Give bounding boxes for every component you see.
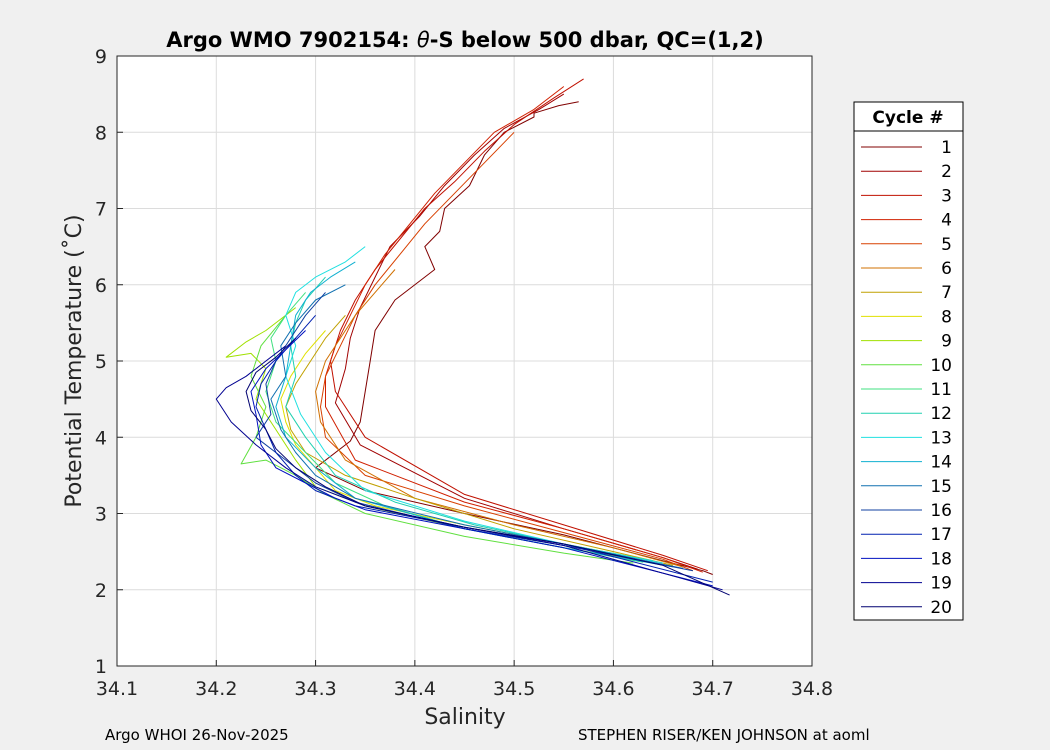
y-tick-label: 6 [95,275,107,297]
legend-label-cycle-8: 8 [941,307,952,327]
legend-label-cycle-5: 5 [941,235,952,255]
y-axis-label: Potential Temperature (˚C) [62,214,87,507]
legend-label-cycle-13: 13 [930,428,952,448]
axis-ticks: 34.1 34.2 34.3 34.4 34.5 34.6 34.7 34.8 1 2 3 4 5 6 7 8… [95,46,833,700]
x-tick-label: 34.7 [692,678,734,700]
series-line-cycle-1 [315,101,713,575]
legend-label-cycle-18: 18 [930,549,952,569]
series-line-cycle-12 [285,276,654,562]
series-line-cycle-7 [285,314,674,566]
series-lines [215,78,730,596]
legend-title: Cycle # [872,108,943,128]
x-tick-label: 34.1 [96,678,138,700]
chart-title: Argo WMO 7902154: θ-S below 500 dbar, QC… [166,28,763,52]
footer-right: STEPHEN RISER/KEN JOHNSON at aoml [578,726,870,744]
series-line-cycle-10 [240,314,634,564]
x-tick-label: 34.3 [294,678,336,700]
footer-left: Argo WHOI 26-Nov-2025 [105,726,289,744]
series-line-cycle-15 [270,284,684,569]
y-tick-label: 4 [95,427,107,449]
y-tick-label: 8 [95,122,107,144]
series-line-cycle-18 [250,330,713,587]
legend-label-cycle-16: 16 [930,501,952,521]
series-line-cycle-4 [325,86,703,573]
legend-label-cycle-3: 3 [941,186,952,206]
legend-label-cycle-9: 9 [941,332,952,352]
series-line-cycle-3 [330,78,708,572]
y-tick-label: 5 [95,351,107,373]
x-tick-label: 34.6 [592,678,634,700]
legend-label-cycle-1: 1 [941,138,952,158]
y-tick-label: 9 [95,46,107,68]
legend-label-cycle-7: 7 [941,283,952,303]
legend-label-cycle-14: 14 [930,453,952,473]
legend-label-cycle-10: 10 [930,356,952,376]
legend-label-cycle-12: 12 [930,404,952,424]
legend-label-cycle-6: 6 [941,259,952,279]
legend-label-cycle-15: 15 [930,477,952,497]
series-line-cycle-20 [245,337,730,596]
legend-label-cycle-19: 19 [930,574,952,594]
legend-label-cycle-4: 4 [941,211,952,231]
series-line-cycle-6 [315,269,684,568]
x-tick-label: 34.2 [195,678,237,700]
legend-label-cycle-2: 2 [941,162,952,182]
x-tick-label: 34.4 [394,678,436,700]
y-tick-label: 2 [95,580,107,602]
x-axis-label: Salinity [424,705,505,730]
y-tick-label: 3 [95,504,107,526]
series-line-cycle-5 [320,131,694,572]
y-tick-label: 7 [95,199,107,221]
legend-label-cycle-20: 20 [930,598,952,618]
x-tick-label: 34.5 [493,678,535,700]
legend-box [853,101,964,621]
legend-label-cycle-11: 11 [930,380,952,400]
x-tick-label: 34.8 [791,678,833,700]
legend-label-cycle-17: 17 [930,525,952,545]
y-tick-label: 1 [95,656,107,678]
